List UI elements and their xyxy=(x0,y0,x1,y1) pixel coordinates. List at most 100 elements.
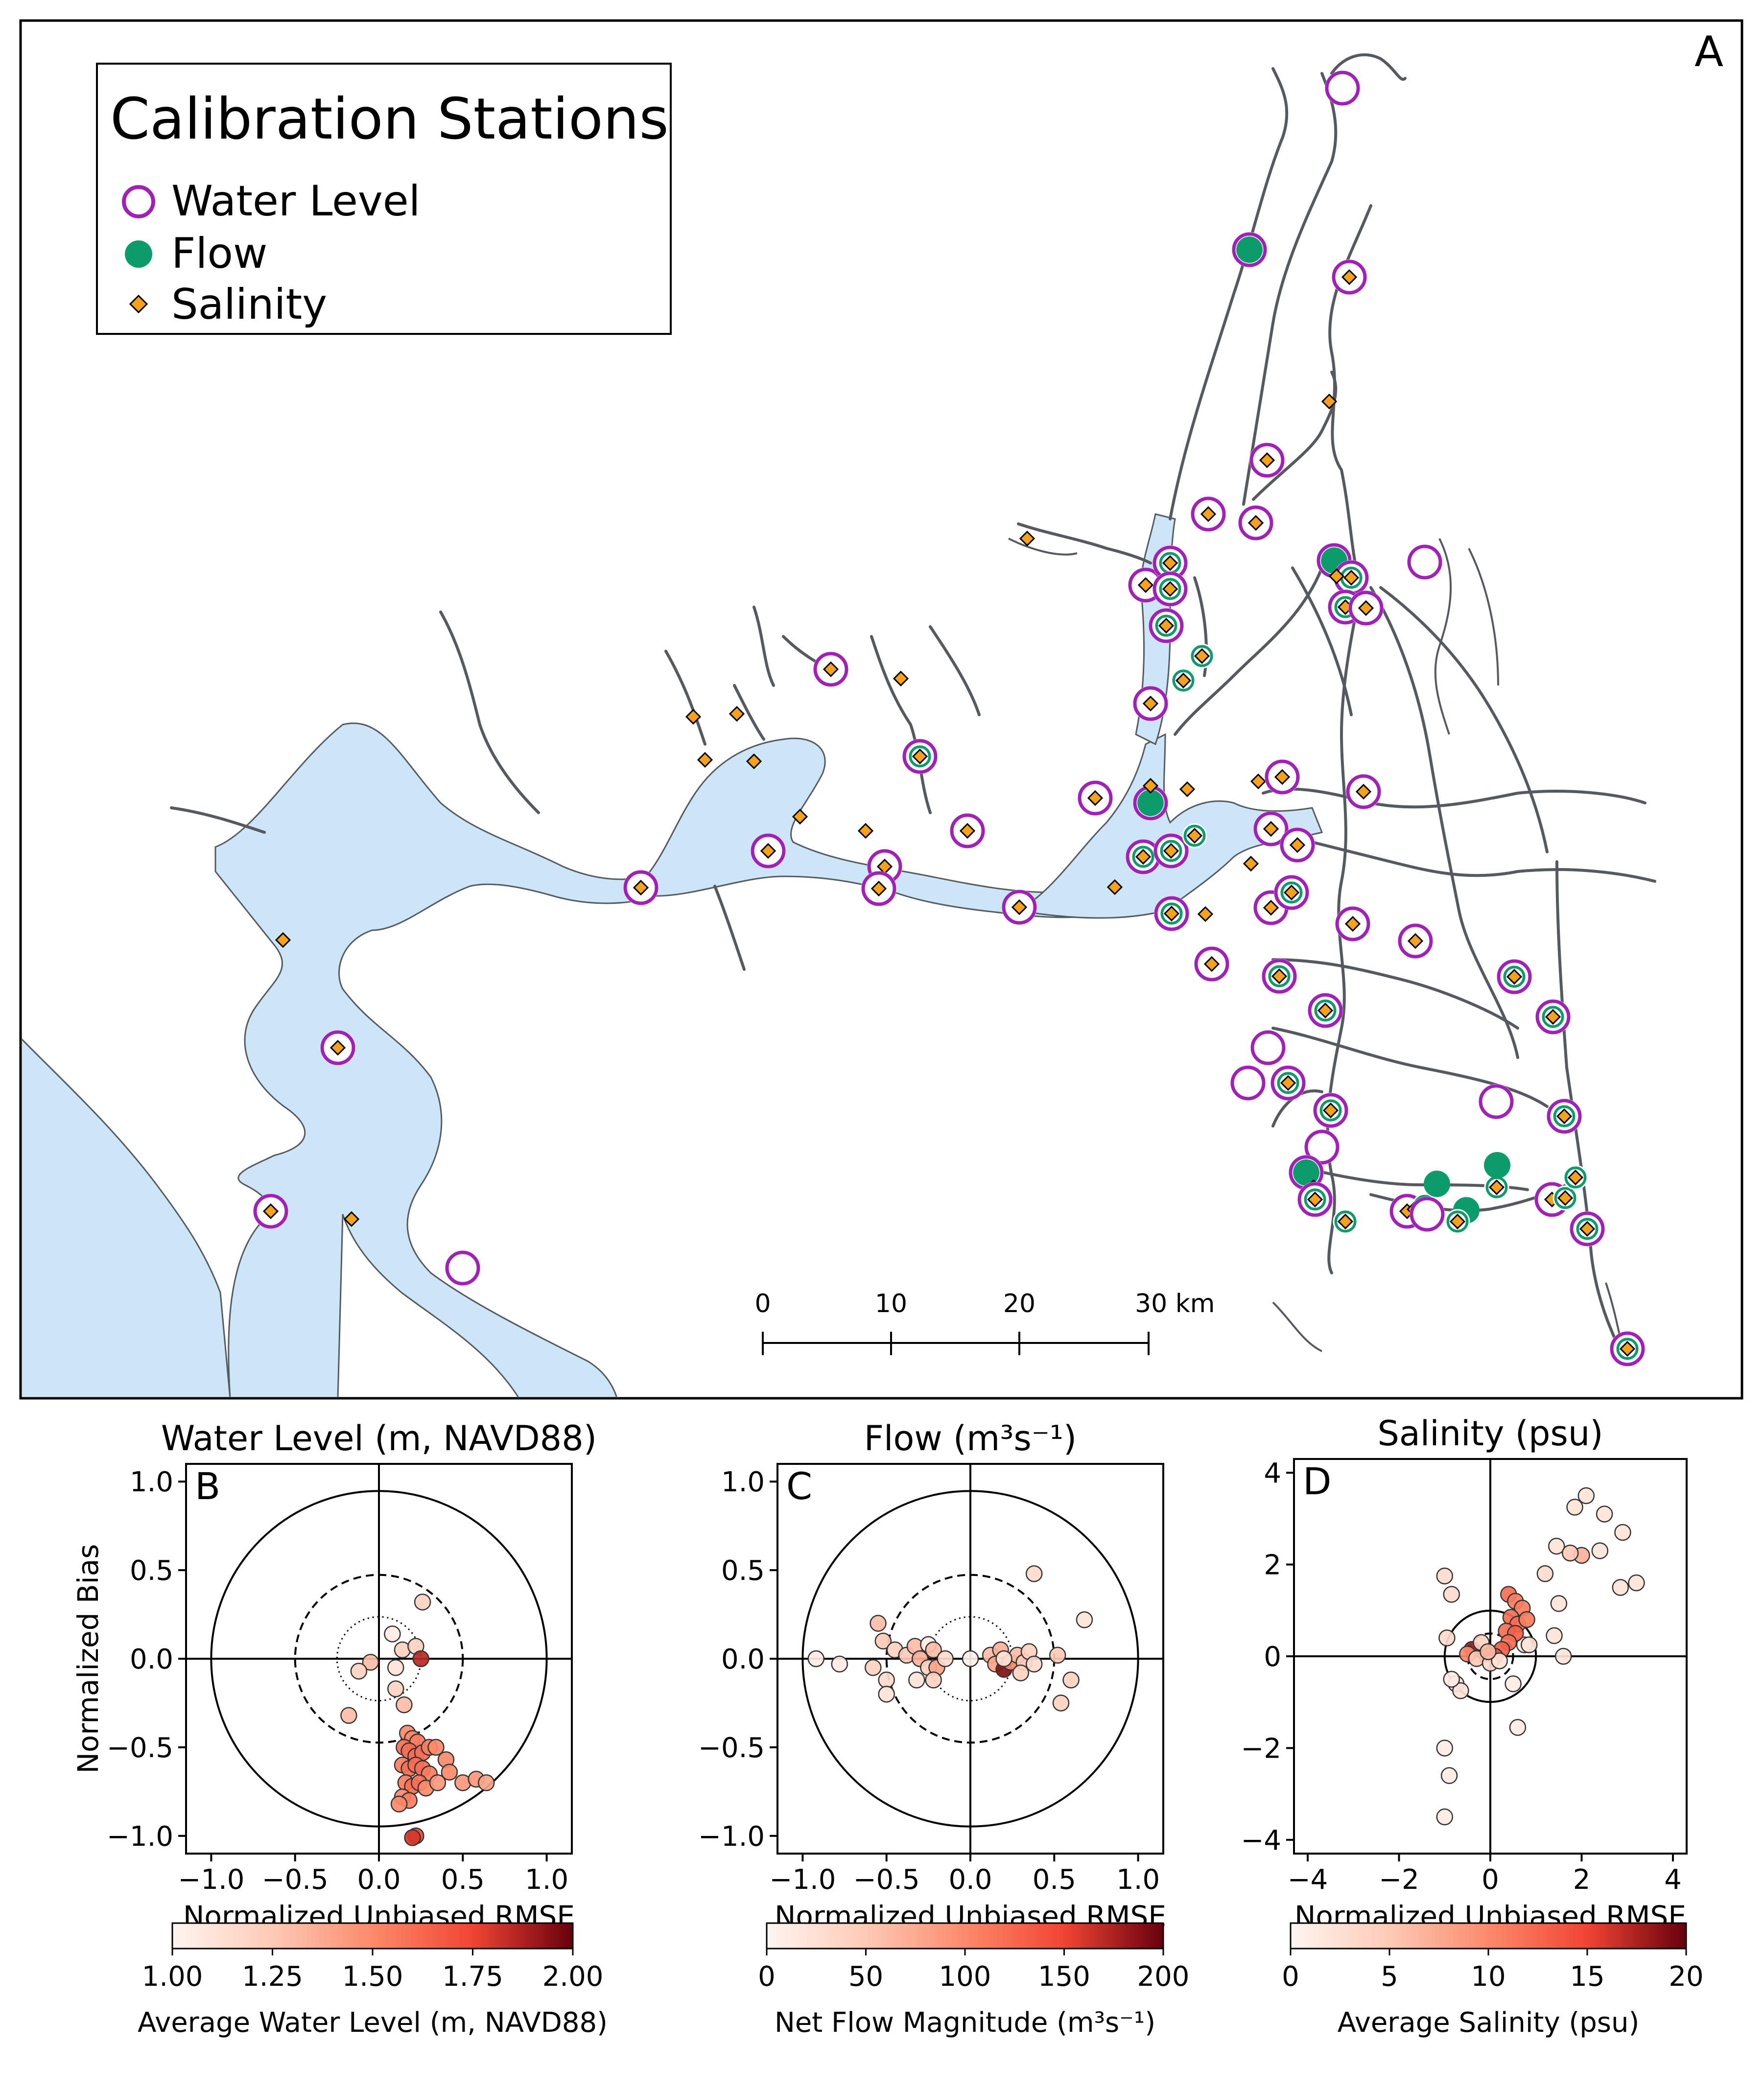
salinity-station-marker xyxy=(870,880,887,897)
salinity-station-marker xyxy=(1322,1102,1339,1119)
water-level-station-marker xyxy=(1346,774,1381,809)
salinity-point-14 xyxy=(1536,1565,1554,1582)
station-63 xyxy=(1270,1065,1306,1101)
salinity-station-marker xyxy=(685,708,702,725)
station-46 xyxy=(861,871,896,906)
flow-point-2 xyxy=(870,1615,887,1632)
salinity-station-marker xyxy=(1011,899,1028,916)
salinity-station-marker xyxy=(857,823,874,839)
flow-station-marker xyxy=(1424,1171,1450,1197)
salinity-station-marker xyxy=(1545,1009,1561,1025)
water-level-station-marker xyxy=(1238,505,1273,541)
salinity-point-17 xyxy=(1566,1499,1583,1516)
water-level-station-marker xyxy=(1149,608,1184,643)
salinity-station-marker xyxy=(959,823,976,839)
salinity-station-marker xyxy=(1200,506,1217,522)
salinity-point-43 xyxy=(1521,1636,1538,1653)
salinity-station-marker xyxy=(1506,968,1523,985)
flow-xtick-label: 0.0 xyxy=(948,1864,992,1896)
water-level-panel: −1.0 −0.5 0.0 0.5 1.0 1.0 0.5 0.0 −0.5 −1.0 B Water… xyxy=(71,1418,608,2039)
flow-colorbar-tick: 200 xyxy=(1137,1961,1190,1993)
panel-label-b: B xyxy=(195,1464,220,1508)
flow-colorbar-tick: 100 xyxy=(939,1961,991,1993)
salinity-point-1 xyxy=(1443,1586,1460,1603)
legend-flow-label: Flow xyxy=(171,229,267,278)
station-20 xyxy=(1133,686,1168,721)
salinity-colorbar: 0 5 10 15 20 Average Salinity (psu) xyxy=(1282,1922,1704,2039)
station-67 xyxy=(1304,1129,1340,1165)
salinity-point-8 xyxy=(1436,1808,1453,1826)
water-level-station-marker xyxy=(1479,1084,1514,1119)
flow-panel: −1.0 −0.5 0.0 0.5 1.0 1.0 0.5 0.0 −0.5 −1.0 C Flow … xyxy=(698,1418,1189,2039)
salinity-station-marker xyxy=(1135,848,1152,865)
water-level-station-marker xyxy=(1250,1030,1286,1065)
station-89 xyxy=(343,1211,360,1227)
salinity-colorbar-tick: 15 xyxy=(1570,1961,1604,1993)
delta-channels xyxy=(170,53,1656,1363)
salinity-station-marker xyxy=(1341,269,1358,285)
legend-salinity-marker xyxy=(129,294,148,314)
salinity-point-16 xyxy=(1577,1487,1595,1505)
flow-xtick-label: −1.0 xyxy=(769,1864,836,1896)
flow-ytick-label: 0.0 xyxy=(721,1644,765,1675)
salinity-point-18 xyxy=(1596,1505,1613,1523)
water-level-xtick-label: −1.0 xyxy=(178,1864,244,1896)
water-level-point-6 xyxy=(340,1707,357,1724)
water-level-station-marker xyxy=(1152,571,1188,607)
ocean xyxy=(22,1038,231,1397)
water-level-ytick-label: −0.5 xyxy=(107,1732,173,1764)
water-level-station-marker xyxy=(1280,827,1315,863)
station-59 xyxy=(1535,999,1571,1035)
station-25 xyxy=(697,752,713,768)
salinity-station-marker xyxy=(697,752,713,768)
water-level-station-marker xyxy=(1348,590,1384,626)
salinity-colorbar-tick: 5 xyxy=(1381,1961,1398,1993)
station-56 xyxy=(1194,946,1229,982)
water-level-point-39 xyxy=(404,1829,421,1846)
water-level-station-marker xyxy=(1313,1093,1348,1128)
station-62 xyxy=(1230,1065,1266,1101)
water-level-ylabel: Normalized Bias xyxy=(71,1544,105,1773)
station-35 xyxy=(792,808,808,825)
salinity-station-marker xyxy=(1179,781,1196,798)
station-1 xyxy=(1232,232,1267,267)
minor-channels xyxy=(1008,538,1626,1362)
salinity-station-marker xyxy=(1163,843,1179,859)
water-level-colorbar-tick: 2.00 xyxy=(542,1961,604,1993)
water-level-station-marker xyxy=(1133,686,1168,721)
station-74 xyxy=(1424,1171,1450,1197)
salinity-station-marker xyxy=(912,748,928,765)
water-level-station-marker xyxy=(1325,71,1360,106)
salinity-station-marker xyxy=(1328,568,1345,585)
flow-point-31 xyxy=(1062,1671,1080,1689)
station-5 xyxy=(1191,496,1226,532)
salinity-point-2 xyxy=(1438,1629,1456,1646)
water-level-point-34 xyxy=(429,1774,447,1791)
station-91 xyxy=(1328,568,1345,585)
station-82 xyxy=(1570,1211,1605,1246)
station-60 xyxy=(1308,993,1343,1028)
salinity-station-marker xyxy=(1556,1108,1573,1125)
station-43 xyxy=(1253,811,1289,847)
salinity-station-marker xyxy=(1280,1075,1296,1091)
flow-point-28 xyxy=(1012,1664,1030,1682)
salinity-station-marker xyxy=(823,661,839,678)
salinity-xtick-label: −4 xyxy=(1288,1864,1328,1896)
water-level-station-marker xyxy=(1398,923,1433,959)
scale-bar: 0 10 20 30 km xyxy=(754,1289,1215,1355)
water-level-ytick-label: 0.0 xyxy=(130,1644,173,1675)
flow-xtick-label: 0.5 xyxy=(1033,1864,1076,1896)
flow-colorbar: 0 50 100 150 200 Net Flow Magnitude (m³s⁻¹) xyxy=(758,1922,1190,2039)
station-55 xyxy=(1398,923,1433,959)
station-8 xyxy=(1407,544,1442,580)
salinity-colorbar-tick: 10 xyxy=(1471,1961,1505,1993)
salinity-point-19 xyxy=(1591,1542,1609,1559)
water-level-xtick-label: 0.5 xyxy=(441,1864,485,1896)
scale-tick-0: 0 xyxy=(754,1289,771,1318)
water-level-point-26 xyxy=(441,1764,458,1781)
station-51 xyxy=(1106,879,1123,895)
salinity-station-marker xyxy=(1162,555,1178,571)
salinity-station-marker xyxy=(1106,879,1123,895)
station-81 xyxy=(1563,1165,1588,1190)
water-level-station-marker xyxy=(1335,906,1370,941)
